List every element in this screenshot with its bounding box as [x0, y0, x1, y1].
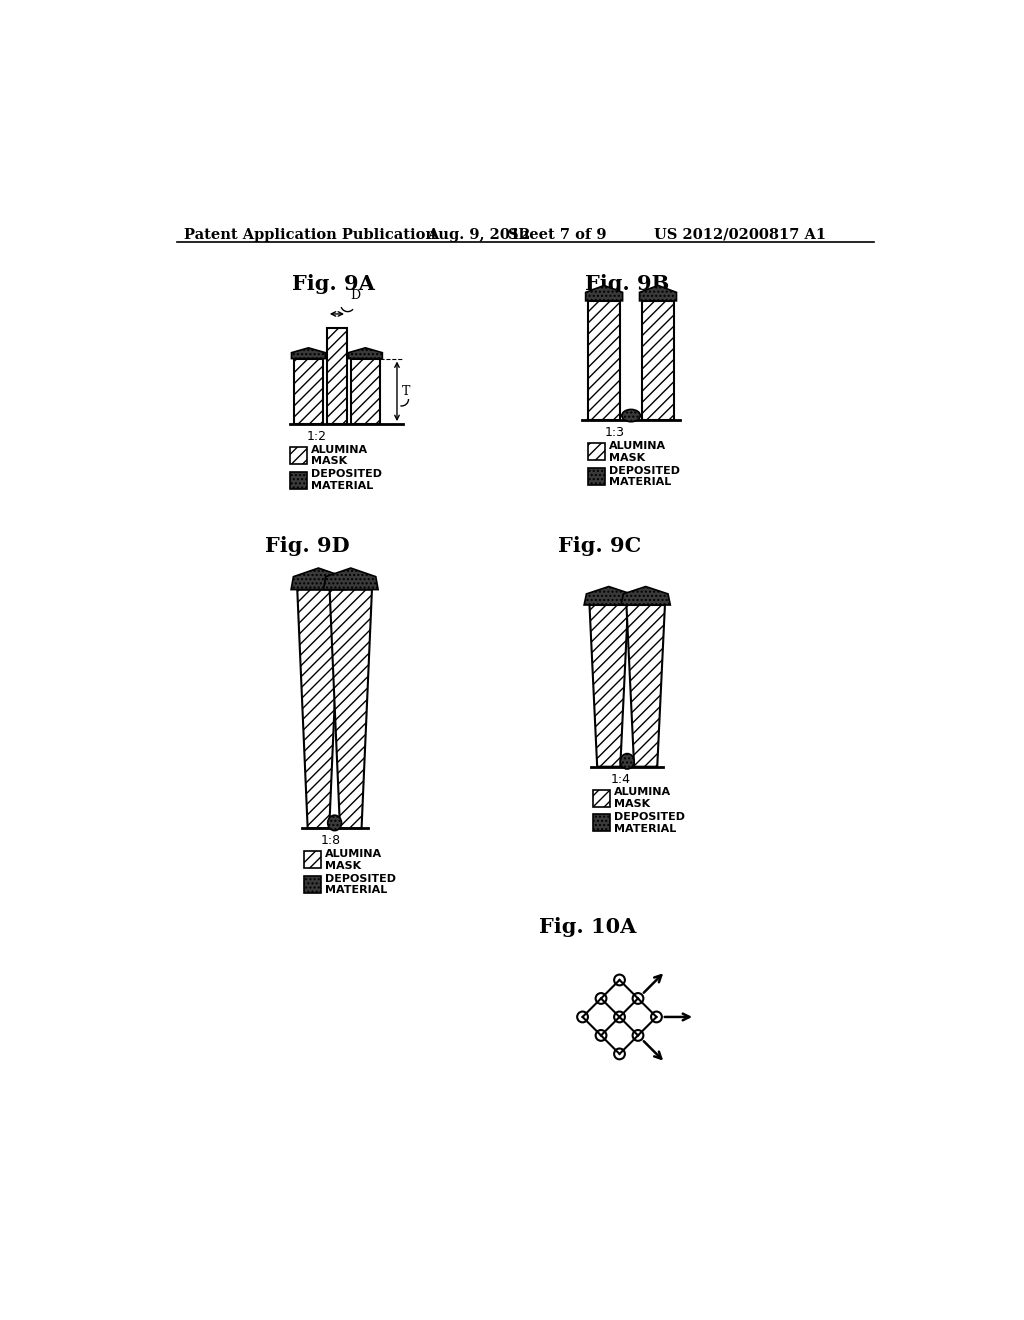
Bar: [351, 359, 380, 424]
Ellipse shape: [328, 816, 342, 830]
Text: Patent Application Publication: Patent Application Publication: [184, 227, 436, 242]
Text: ALUMINA
MASK: ALUMINA MASK: [310, 445, 368, 466]
Text: Aug. 9, 2012: Aug. 9, 2012: [427, 227, 530, 242]
Polygon shape: [330, 590, 372, 829]
Bar: [642, 301, 674, 420]
Polygon shape: [292, 348, 326, 359]
Text: Sheet 7 of 9: Sheet 7 of 9: [508, 227, 606, 242]
Ellipse shape: [621, 754, 634, 770]
Text: DEPOSITED
MATERIAL: DEPOSITED MATERIAL: [608, 466, 680, 487]
Text: DEPOSITED
MATERIAL: DEPOSITED MATERIAL: [614, 812, 685, 834]
Text: Fig. 9C: Fig. 9C: [558, 536, 641, 556]
Bar: [290, 471, 307, 488]
Bar: [304, 851, 321, 869]
Text: Fig. 9D: Fig. 9D: [265, 536, 350, 556]
Bar: [588, 444, 605, 461]
Bar: [593, 789, 610, 807]
Text: 1:8: 1:8: [321, 834, 341, 847]
Text: T: T: [401, 385, 410, 397]
Text: Fig. 10A: Fig. 10A: [539, 917, 636, 937]
Ellipse shape: [622, 409, 640, 422]
Bar: [327, 327, 347, 424]
Polygon shape: [627, 605, 665, 767]
Text: 1:2: 1:2: [307, 430, 327, 444]
Polygon shape: [324, 568, 378, 590]
Text: DEPOSITED
MATERIAL: DEPOSITED MATERIAL: [310, 470, 382, 491]
Polygon shape: [640, 285, 677, 301]
Text: ALUMINA
MASK: ALUMINA MASK: [325, 849, 382, 871]
Text: DEPOSITED
MATERIAL: DEPOSITED MATERIAL: [325, 874, 395, 895]
Polygon shape: [586, 285, 623, 301]
Text: Fig. 9B: Fig. 9B: [585, 275, 669, 294]
Text: D: D: [351, 289, 360, 302]
Text: 1:4: 1:4: [610, 774, 631, 785]
Bar: [588, 469, 605, 484]
Polygon shape: [590, 605, 628, 767]
Text: ALUMINA
MASK: ALUMINA MASK: [608, 441, 666, 462]
Text: US 2012/0200817 A1: US 2012/0200817 A1: [654, 227, 826, 242]
Bar: [304, 876, 321, 892]
Polygon shape: [348, 348, 382, 359]
Polygon shape: [584, 586, 634, 605]
Bar: [294, 359, 323, 424]
Bar: [593, 814, 610, 832]
Bar: [290, 447, 307, 465]
Polygon shape: [291, 568, 346, 590]
Polygon shape: [621, 586, 671, 605]
Text: 1:3: 1:3: [605, 426, 625, 440]
Text: Fig. 9A: Fig. 9A: [292, 275, 375, 294]
Polygon shape: [297, 590, 340, 829]
Text: ALUMINA
MASK: ALUMINA MASK: [614, 788, 672, 809]
Bar: [588, 301, 621, 420]
